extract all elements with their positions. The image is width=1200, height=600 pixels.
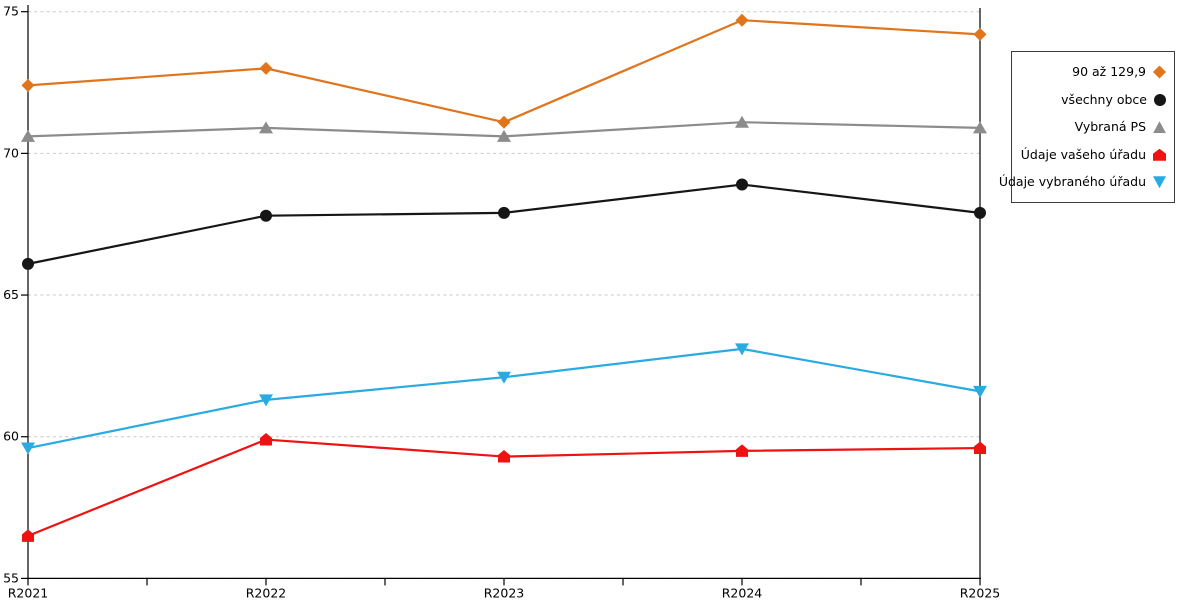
legend-item-0: 90 až 129,9 bbox=[1020, 63, 1166, 79]
data-point-marker bbox=[974, 206, 986, 219]
legend-item-2: Vybraná PS bbox=[1020, 119, 1166, 134]
data-point-marker bbox=[735, 13, 749, 27]
data-point-marker bbox=[22, 257, 34, 270]
y-tick-label: 60 bbox=[3, 429, 19, 444]
triangle-up-marker-icon bbox=[1153, 121, 1166, 134]
data-point-marker bbox=[260, 433, 272, 446]
legend-label: Vybraná PS bbox=[1074, 119, 1146, 134]
chart-legend: 90 až 129,9 všechny obce Vybraná PS Údaje v… bbox=[999, 51, 1175, 203]
triangle-down-marker-icon bbox=[1153, 176, 1166, 189]
x-tick-label: R2024 bbox=[722, 585, 763, 600]
series-line-0 bbox=[27, 19, 981, 124]
data-point-marker bbox=[498, 450, 510, 463]
data-point-marker bbox=[498, 206, 510, 219]
legend-label: Údaje vašeho úřadu bbox=[1020, 146, 1146, 162]
data-point-marker bbox=[259, 121, 273, 134]
series-line-4 bbox=[27, 347, 981, 450]
data-point-marker bbox=[735, 343, 749, 356]
y-tick-label: 55 bbox=[3, 570, 19, 585]
x-tick-label: R2023 bbox=[484, 585, 525, 600]
x-tick-label: R2022 bbox=[246, 585, 287, 600]
data-point-marker bbox=[736, 444, 748, 457]
series-line-1 bbox=[27, 183, 981, 265]
data-point-marker bbox=[735, 115, 749, 128]
legend-item-1: všechny obce bbox=[1020, 91, 1166, 107]
pentagon-marker-icon bbox=[1153, 148, 1166, 161]
data-point-marker bbox=[973, 27, 987, 41]
circle-marker-icon bbox=[1154, 93, 1166, 106]
data-point-marker bbox=[497, 371, 511, 384]
data-point-marker bbox=[259, 61, 273, 75]
y-tick-label: 65 bbox=[3, 287, 19, 302]
legend-label: 90 až 129,9 bbox=[1072, 63, 1146, 79]
data-point-marker bbox=[497, 115, 511, 129]
data-point-marker bbox=[22, 529, 34, 542]
x-tick-label: R2021 bbox=[8, 585, 49, 600]
data-point-marker bbox=[260, 209, 272, 222]
data-point-marker bbox=[21, 78, 35, 92]
data-point-marker bbox=[259, 394, 273, 407]
legend-item-4: Údaje vybraného úřadu bbox=[999, 175, 1166, 189]
data-point-marker bbox=[974, 441, 986, 455]
y-tick-label: 70 bbox=[3, 145, 19, 160]
x-tick-label: R2025 bbox=[960, 585, 1001, 600]
legend-label: Údaje vybraného úřadu bbox=[998, 174, 1146, 189]
data-point-marker bbox=[973, 121, 987, 134]
data-point-marker bbox=[21, 442, 35, 455]
diamond-marker-icon bbox=[1153, 65, 1166, 79]
y-tick-label: 75 bbox=[3, 4, 19, 19]
legend-label: všechny obce bbox=[1061, 91, 1147, 107]
data-point-marker bbox=[21, 129, 35, 142]
data-point-marker bbox=[973, 385, 987, 398]
data-point-marker bbox=[736, 178, 748, 191]
data-point-marker bbox=[497, 129, 511, 142]
legend-item-3: Údaje vašeho úřadu bbox=[1020, 146, 1166, 162]
